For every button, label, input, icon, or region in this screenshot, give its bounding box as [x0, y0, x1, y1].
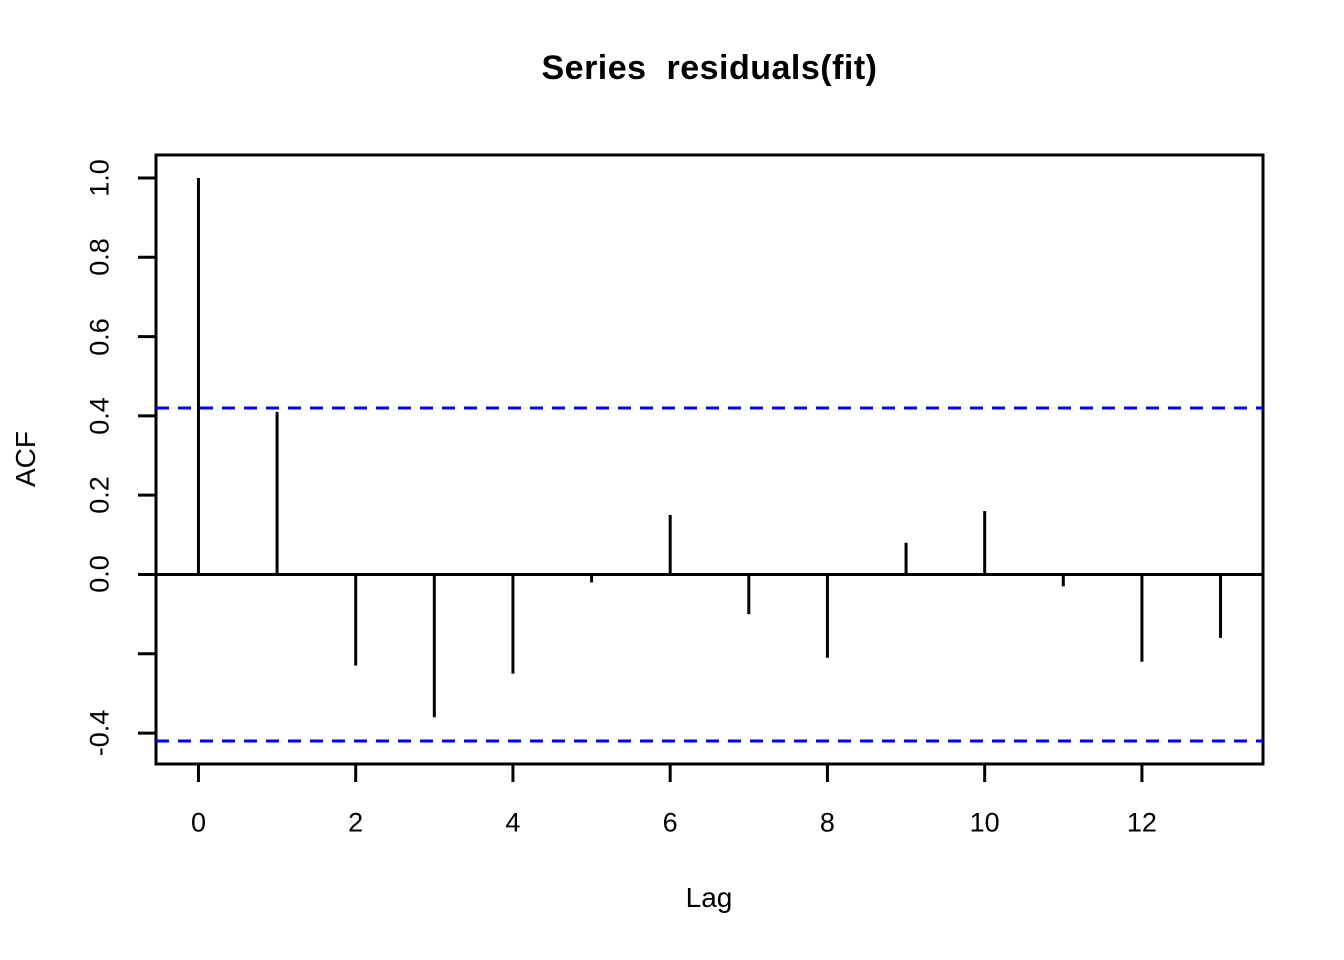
x-axis-title: Lag [685, 882, 733, 913]
y-tick-label: 0.0 [84, 555, 115, 594]
x-tick-label: 10 [969, 807, 1000, 838]
y-tick-label: 1.0 [84, 159, 115, 197]
x-tick-label: 2 [348, 807, 364, 838]
plot-box [154, 153, 1265, 766]
y-tick-label: 0.8 [84, 238, 115, 277]
x-tick-label: 8 [819, 807, 835, 838]
y-tick-label: 0.4 [84, 397, 115, 435]
x-tick-label: 6 [662, 807, 678, 838]
y-tick-label: -0.4 [84, 709, 115, 757]
chart-title: Series residuals(fit) [541, 49, 878, 87]
x-tick-label: 4 [505, 807, 521, 838]
y-tick-label: 0.2 [84, 476, 115, 514]
x-tick-label: 0 [190, 807, 206, 838]
x-tick-label: 12 [1126, 807, 1157, 838]
y-tick-label: 0.6 [84, 317, 115, 356]
